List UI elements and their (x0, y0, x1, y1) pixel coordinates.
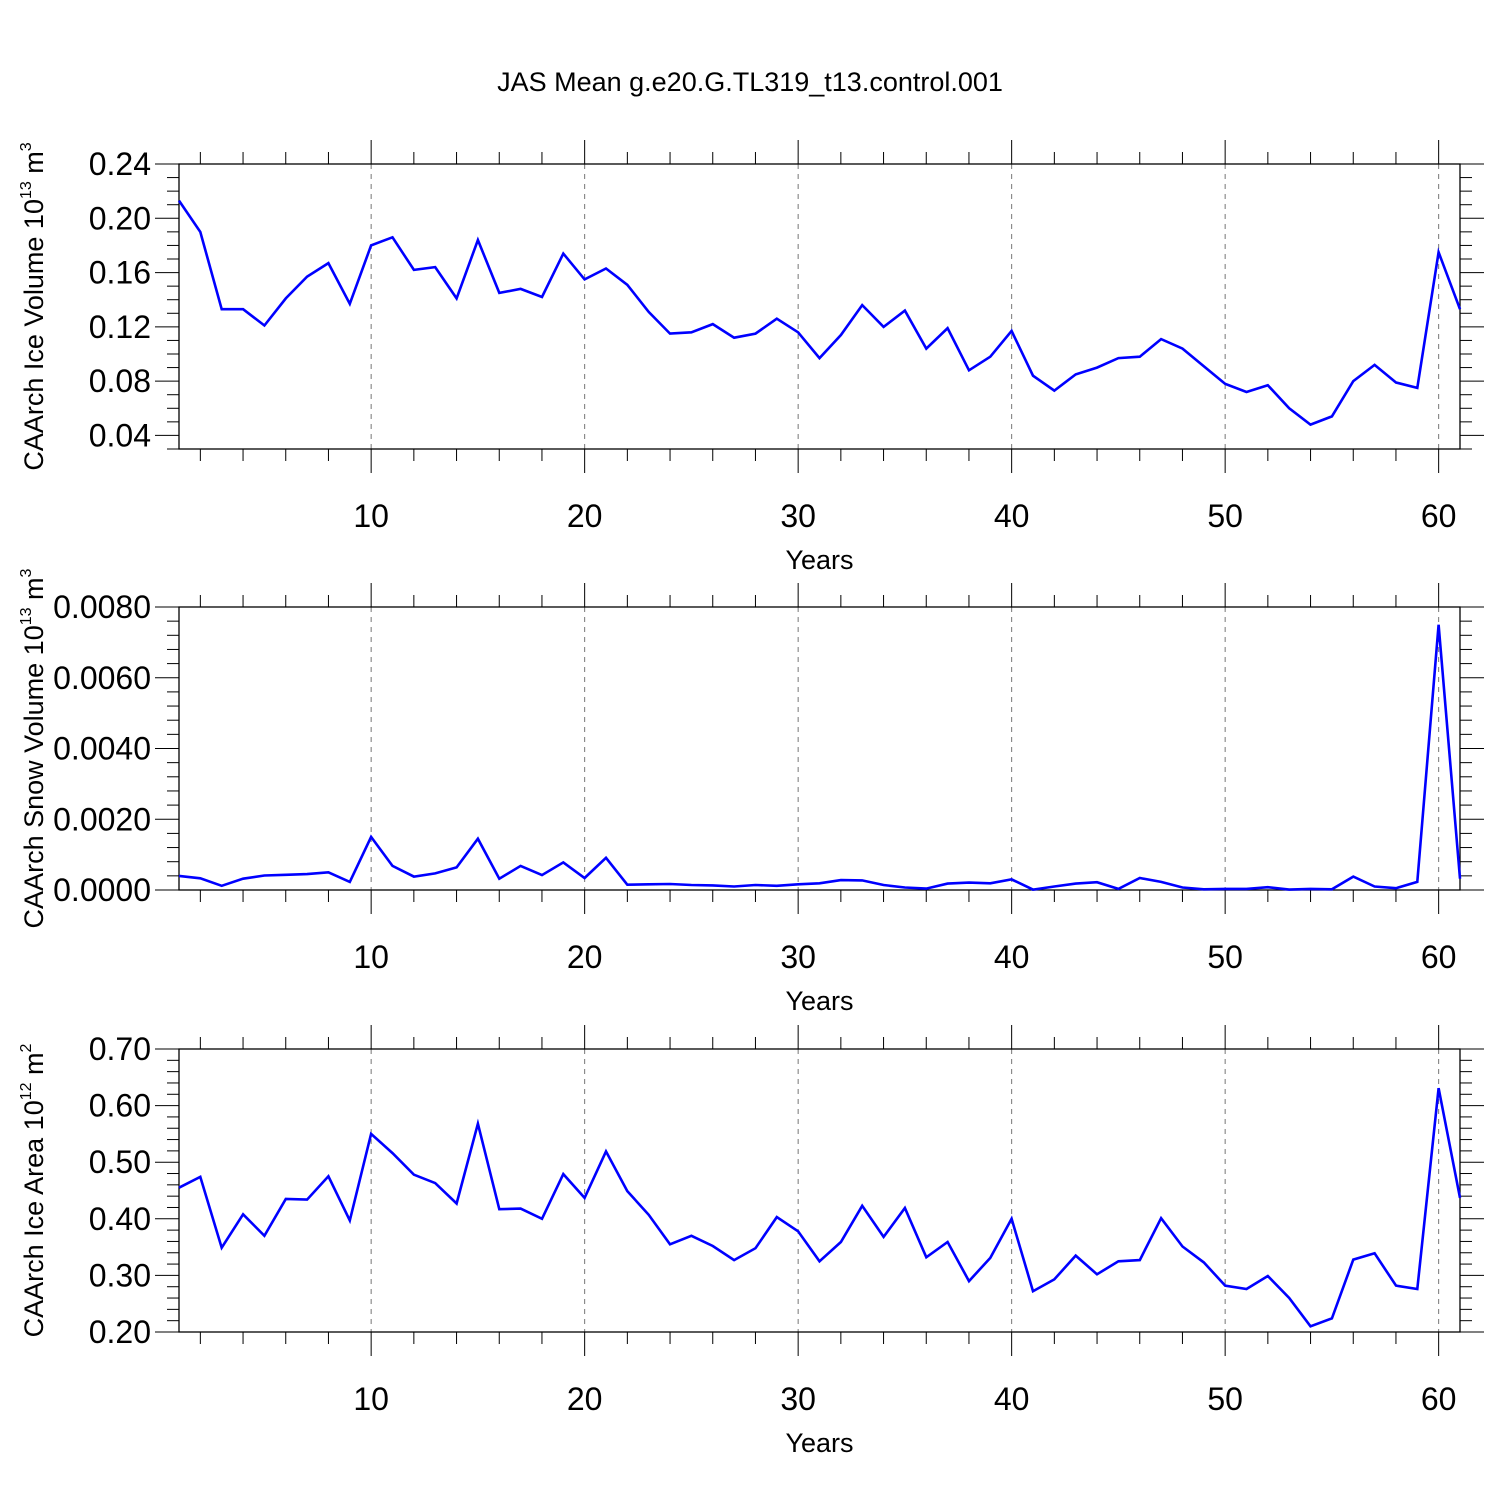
x-tick-label: 30 (780, 939, 816, 975)
series-line (178, 624, 1462, 891)
y-axis-label-text: CAArch Ice Area 10 (19, 1100, 49, 1337)
y-axis-label-unit-exponent: 3 (18, 568, 35, 577)
y-axis-label: CAArch Snow Volume 1013 m3 (18, 568, 49, 928)
y-tick-label: 0.16 (89, 255, 151, 291)
chart-title: JAS Mean g.e20.G.TL319_t13.control.001 (497, 67, 1003, 97)
x-tick-label: 40 (994, 939, 1030, 975)
x-axis-label: Years (785, 1428, 853, 1458)
y-tick-label: 0.24 (89, 146, 151, 182)
x-tick-label: 60 (1421, 1381, 1457, 1417)
y-tick-label: 0.0040 (53, 731, 151, 767)
y-tick-label: 0.40 (89, 1201, 151, 1237)
y-tick-label: 0.0020 (53, 801, 151, 837)
y-axis-label-exponent: 13 (18, 181, 35, 199)
y-tick-label: 0.08 (89, 363, 151, 399)
y-axis-label-unit-exponent: 2 (18, 1043, 35, 1052)
y-tick-label: 0.0000 (53, 872, 151, 908)
x-tick-label: 20 (567, 1381, 603, 1417)
y-tick-label: 0.20 (89, 200, 151, 236)
x-tick-label: 50 (1207, 939, 1243, 975)
panel-3: 10 20 30 40 50 60 0.20 0.30 0.40 0.50 0.60 0.70 Year… (18, 1025, 1484, 1458)
series-line (178, 1087, 1462, 1328)
x-tick-label: 50 (1207, 498, 1243, 534)
x-tick-label: 10 (353, 939, 389, 975)
x-tick-label: 30 (780, 1381, 816, 1417)
y-axis-label-unit: m (19, 577, 49, 607)
x-tick-label: 10 (353, 1381, 389, 1417)
y-axis-label-exponent: 12 (18, 1082, 35, 1100)
panel-2: 10 20 30 40 50 60 0.0000 0.0020 0.0040 0.0060 0.00… (18, 568, 1484, 1016)
y-tick-label: 0.0060 (53, 660, 151, 696)
y-tick-label: 0.0080 (53, 589, 151, 625)
y-tick-label: 0.12 (89, 309, 151, 345)
y-axis-label: CAArch Ice Area 1012 m2 (18, 1043, 49, 1337)
y-axis-label: CAArch Ice Volume 1013 m3 (18, 142, 49, 470)
x-axis-label: Years (785, 545, 853, 575)
y-tick-label: 0.04 (89, 417, 151, 453)
x-tick-label: 30 (780, 498, 816, 534)
plot-frame (178, 1048, 1461, 1333)
y-tick-label: 0.50 (89, 1144, 151, 1180)
series-line (177, 199, 1462, 427)
x-tick-label: 10 (353, 498, 389, 534)
x-tick-label: 60 (1421, 498, 1457, 534)
y-axis-label-text: CAArch Ice Volume 10 (19, 199, 49, 471)
y-axis-label-text: CAArch Snow Volume 10 (19, 625, 49, 928)
y-axis-label-unit-exponent: 3 (18, 142, 35, 151)
y-tick-label: 0.70 (89, 1031, 151, 1067)
y-axis-label-unit: m (19, 1052, 49, 1082)
y-tick-label: 0.60 (89, 1088, 151, 1124)
y-axis-label-unit: m (19, 151, 49, 181)
x-tick-label: 40 (994, 1381, 1030, 1417)
y-tick-label: 0.30 (89, 1257, 151, 1293)
panel-1: 10 20 30 40 50 60 0.04 0.08 0.12 0.16 0.20 0.24 Year… (18, 140, 1484, 575)
x-tick-label: 60 (1421, 939, 1457, 975)
x-tick-label: 20 (567, 498, 603, 534)
x-axis-label: Years (785, 986, 853, 1016)
y-tick-label: 0.20 (89, 1314, 151, 1350)
x-tick-label: 50 (1207, 1381, 1243, 1417)
y-axis-label-exponent: 13 (18, 607, 35, 625)
x-tick-label: 40 (994, 498, 1030, 534)
x-tick-label: 20 (567, 939, 603, 975)
